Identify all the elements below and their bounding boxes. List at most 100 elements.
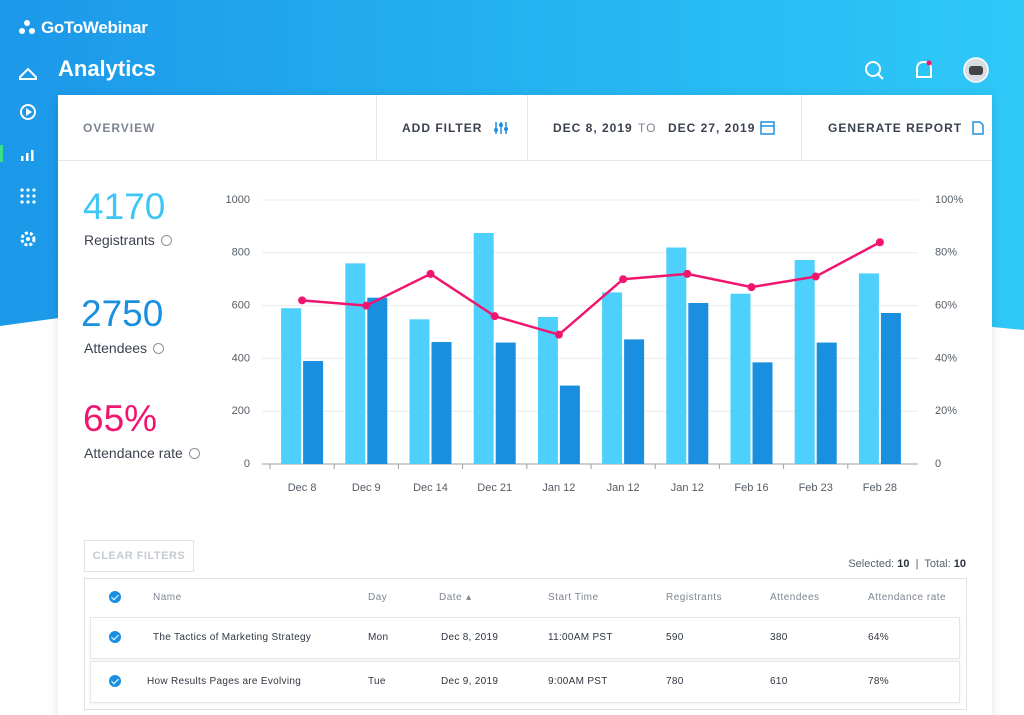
page-title: Analytics — [58, 56, 156, 81]
bar — [303, 361, 324, 464]
bar — [880, 312, 901, 464]
stat-label-text: Registrants — [84, 232, 155, 248]
line-point — [554, 330, 563, 339]
bar — [816, 342, 837, 464]
divider — [376, 95, 377, 160]
bar — [602, 292, 623, 464]
y2-tick-label: 0 — [935, 458, 941, 470]
date-sep: TO — [638, 120, 657, 135]
line-point — [490, 312, 499, 321]
logo-icon — [19, 20, 35, 34]
search-icon[interactable] — [865, 61, 881, 77]
x-tick-label: Feb 16 — [734, 482, 768, 494]
table-cell: 9:00AM PST — [548, 676, 608, 687]
play-triangle — [26, 108, 32, 116]
logo: GoToWebinar — [18, 18, 148, 38]
bell-badge — [926, 60, 932, 66]
stat-value: 2750 — [81, 293, 164, 334]
y-tick-label: 600 — [232, 300, 250, 312]
row-checkbox[interactable] — [109, 675, 121, 687]
bar — [367, 297, 388, 464]
stat-label-text: Attendees — [84, 340, 148, 356]
logo-text: GoToWebinar — [41, 18, 148, 37]
selected-count: 10 — [897, 558, 910, 570]
toolbar: OVERVIEW ADD FILTER DEC 8, 2019 TO DEC 2… — [58, 95, 992, 161]
select-all-checkbox[interactable] — [109, 591, 121, 603]
y-tick-label: 1000 — [226, 194, 250, 206]
line-point — [747, 283, 756, 292]
date-to[interactable]: DEC 27, 2019 — [668, 120, 756, 135]
x-tick-label: Dec 21 — [477, 482, 512, 494]
bar — [858, 273, 879, 464]
line — [301, 241, 881, 337]
add-filter-text[interactable]: ADD FILTER — [402, 120, 483, 135]
bar — [730, 293, 751, 464]
table-row[interactable] — [90, 617, 960, 659]
bar — [752, 362, 773, 464]
x-tick-label: Jan 12 — [607, 482, 640, 494]
column-header[interactable]: Attendance rate — [868, 592, 947, 603]
bar — [688, 302, 709, 464]
settings-center — [26, 237, 30, 241]
table-cell: How Results Pages are Evolving — [147, 676, 302, 687]
report-icon — [972, 120, 984, 135]
settings-icon[interactable] — [20, 231, 36, 247]
divider — [801, 95, 802, 160]
bar — [409, 319, 430, 464]
column-header[interactable]: Registrants — [666, 592, 723, 603]
x-tick-label: Dec 8 — [288, 482, 317, 494]
stat-label: Attendees — [84, 340, 165, 356]
table-cell: 590 — [666, 632, 684, 643]
column-header[interactable]: Name — [153, 592, 182, 603]
x-tick-label: Jan 12 — [542, 482, 575, 494]
column-header[interactable]: Date ▴ — [439, 592, 472, 603]
search-handle — [877, 73, 884, 80]
analytics-icon[interactable] — [21, 150, 34, 161]
chart: 0 200 400 600 800 1000 0 20% 40% 60% 80% 100% Dec 8 D… — [226, 194, 964, 494]
info-icon[interactable] — [188, 447, 200, 459]
y-tick-label: 800 — [232, 247, 250, 259]
bar — [794, 259, 815, 464]
play-icon[interactable] — [20, 104, 36, 120]
x-tick-label: Jan 12 — [671, 482, 704, 494]
bar — [495, 342, 516, 464]
total-label: Total: — [924, 558, 951, 570]
sort-arrow[interactable]: ▴ — [466, 592, 472, 603]
line-point — [683, 269, 692, 278]
selected-label: Selected: — [848, 558, 895, 570]
info-icon[interactable] — [153, 342, 165, 354]
bar — [537, 316, 558, 464]
table-cell: 78% — [868, 676, 889, 687]
table-row[interactable] — [90, 661, 960, 703]
column-header[interactable]: Day — [368, 592, 388, 603]
clear-filters-button[interactable]: CLEAR FILTERS — [84, 540, 194, 572]
row-checkbox[interactable] — [109, 631, 121, 643]
calendar-icon[interactable] — [760, 120, 775, 135]
stat-label-text: Attendance rate — [84, 445, 183, 461]
line-point — [619, 275, 628, 284]
date-from[interactable]: DEC 8, 2019 — [553, 120, 633, 135]
table-cell: The Tactics of Marketing Strategy — [153, 632, 312, 643]
bar — [431, 342, 452, 464]
home-icon[interactable] — [19, 67, 37, 80]
filter-icon — [494, 121, 509, 134]
generate-report-text[interactable]: GENERATE REPORT — [828, 120, 963, 135]
y2-tick-label: 100% — [935, 194, 963, 206]
y-tick-label: 200 — [232, 405, 250, 417]
y-tick-label: 0 — [244, 458, 250, 470]
apps-icon[interactable] — [20, 188, 36, 204]
bell-icon[interactable] — [916, 60, 932, 78]
x-tick-label: Feb 28 — [863, 482, 897, 494]
column-header[interactable]: Attendees — [770, 592, 820, 603]
column-header[interactable]: Start Time — [548, 592, 599, 603]
bar — [624, 339, 645, 464]
active-indicator — [0, 145, 3, 162]
info-icon[interactable] — [160, 234, 172, 246]
table-cell: Dec 9, 2019 — [441, 676, 499, 687]
y2-tick-label: 20% — [935, 405, 957, 417]
line-point — [875, 238, 884, 247]
generate-report[interactable]: GENERATE REPORT — [828, 95, 984, 160]
y-tick-label: 400 — [232, 352, 250, 364]
y2-tick-label: 40% — [935, 352, 957, 364]
add-filter[interactable]: ADD FILTER — [402, 95, 509, 160]
